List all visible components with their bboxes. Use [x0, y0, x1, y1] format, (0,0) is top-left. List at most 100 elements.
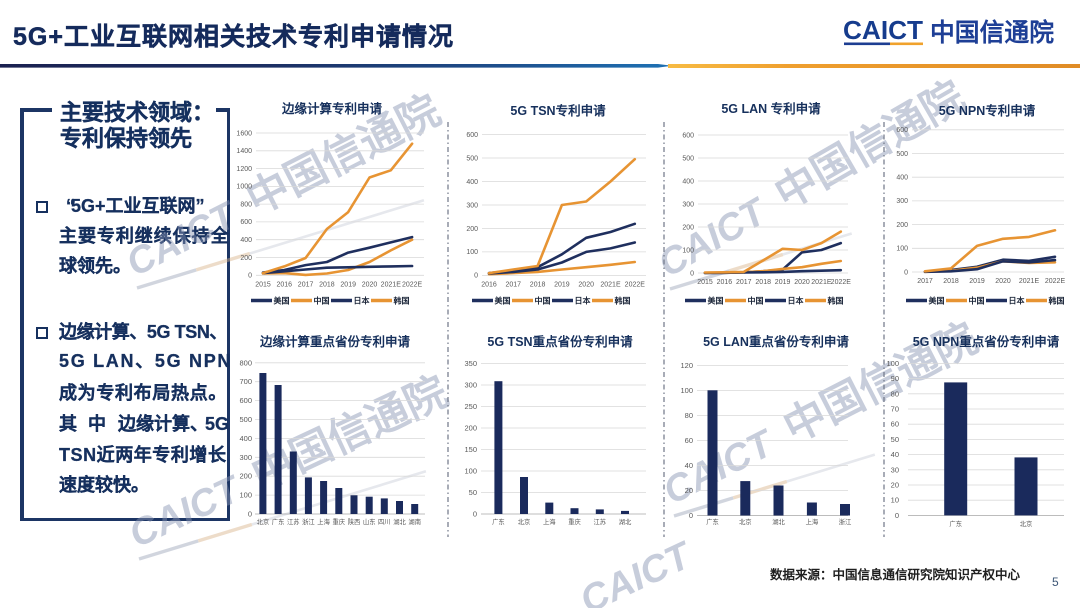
svg-text:500: 500 — [466, 155, 478, 162]
svg-text:120: 120 — [680, 361, 693, 370]
svg-text:湖南: 湖南 — [408, 517, 421, 526]
svg-text:1600: 1600 — [236, 130, 252, 137]
svg-text:0: 0 — [473, 510, 477, 519]
svg-text:100: 100 — [466, 249, 478, 256]
svg-text:韩国: 韩国 — [615, 296, 631, 306]
svg-text:200: 200 — [240, 255, 252, 262]
svg-text:800: 800 — [240, 201, 252, 208]
svg-text:边缘计算专利申请: 边缘计算专利申请 — [281, 101, 383, 116]
svg-text:2017: 2017 — [917, 278, 933, 285]
svg-text:2022E: 2022E — [831, 279, 852, 286]
svg-text:2018: 2018 — [530, 281, 546, 288]
svg-text:500: 500 — [239, 415, 252, 424]
svg-text:2018: 2018 — [319, 281, 335, 288]
svg-text:60: 60 — [685, 436, 693, 445]
svg-text:美国: 美国 — [708, 296, 724, 306]
svg-text:5G LAN重点省份专利申请: 5G LAN重点省份专利申请 — [703, 334, 849, 349]
svg-text:0: 0 — [248, 510, 252, 519]
svg-text:40: 40 — [685, 461, 693, 470]
svg-text:200: 200 — [896, 222, 908, 229]
svg-text:5G NPN专利申请: 5G NPN专利申请 — [939, 103, 1036, 118]
svg-text:600: 600 — [682, 132, 694, 139]
svg-text:湖北: 湖北 — [393, 517, 406, 526]
svg-text:400: 400 — [240, 237, 252, 244]
svg-text:2016: 2016 — [481, 281, 497, 288]
svg-text:2019: 2019 — [775, 279, 791, 286]
svg-text:2019: 2019 — [969, 278, 985, 285]
svg-text:重庆: 重庆 — [568, 517, 581, 526]
svg-text:陕西: 陕西 — [348, 517, 361, 526]
svg-text:2018: 2018 — [943, 278, 959, 285]
svg-text:四川: 四川 — [378, 518, 391, 526]
svg-text:300: 300 — [464, 381, 477, 390]
svg-text:500: 500 — [896, 151, 908, 158]
svg-text:湖北: 湖北 — [772, 517, 785, 526]
svg-text:广东: 广东 — [949, 519, 962, 528]
svg-text:北京: 北京 — [518, 517, 531, 526]
svg-text:300: 300 — [239, 453, 252, 462]
svg-text:2021E: 2021E — [600, 281, 621, 288]
svg-text:2022E: 2022E — [402, 281, 423, 288]
svg-text:CAICT: CAICT — [120, 194, 245, 285]
svg-text:中国: 中国 — [314, 296, 330, 306]
svg-text:90: 90 — [891, 374, 899, 383]
svg-text:2021E: 2021E — [1019, 278, 1040, 285]
svg-text:美国: 美国 — [274, 296, 290, 306]
svg-text:2021E: 2021E — [381, 281, 402, 288]
svg-text:5G NPN重点省份专利申请: 5G NPN重点省份专利申请 — [913, 334, 1060, 349]
svg-text:江苏: 江苏 — [594, 517, 607, 526]
svg-text:2015: 2015 — [255, 281, 271, 288]
svg-text:200: 200 — [464, 424, 477, 433]
svg-text:100: 100 — [464, 467, 477, 476]
svg-text:韩国: 韩国 — [828, 296, 844, 306]
svg-text:CAICT: CAICT — [843, 15, 923, 45]
svg-text:5G TSN重点省份专利申请: 5G TSN重点省份专利申请 — [487, 334, 633, 349]
svg-text:200: 200 — [466, 226, 478, 233]
svg-text:200: 200 — [239, 472, 252, 481]
svg-text:日本: 日本 — [354, 296, 370, 306]
svg-text:中国信通院: 中国信通院 — [930, 18, 1054, 47]
svg-text:山东: 山东 — [363, 517, 376, 526]
svg-text:2017: 2017 — [736, 279, 752, 286]
svg-text:700: 700 — [239, 377, 252, 386]
svg-text:0: 0 — [248, 273, 252, 280]
svg-text:2017: 2017 — [506, 281, 522, 288]
svg-text:250: 250 — [464, 402, 477, 411]
svg-text:50: 50 — [891, 435, 899, 444]
svg-text:800: 800 — [239, 358, 252, 367]
svg-text:边缘计算重点省份专利申请: 边缘计算重点省份专利申请 — [259, 334, 411, 349]
svg-text:美国: 美国 — [929, 296, 945, 306]
svg-text:600: 600 — [896, 127, 908, 134]
svg-text:2020: 2020 — [794, 279, 810, 286]
svg-text:上海: 上海 — [317, 517, 330, 526]
svg-text:400: 400 — [682, 178, 694, 185]
svg-text:2016: 2016 — [277, 281, 293, 288]
svg-text:2020: 2020 — [995, 278, 1011, 285]
svg-text:广东: 广东 — [272, 517, 285, 526]
svg-text:韩国: 韩国 — [1049, 296, 1065, 306]
svg-text:600: 600 — [240, 219, 252, 226]
svg-text:0: 0 — [474, 273, 478, 280]
svg-text:0: 0 — [904, 269, 908, 276]
svg-text:北京: 北京 — [1020, 519, 1033, 528]
svg-text:80: 80 — [891, 389, 899, 398]
svg-text:1400: 1400 — [236, 148, 252, 155]
svg-text:100: 100 — [886, 359, 899, 368]
svg-text:60: 60 — [891, 420, 899, 429]
svg-text:CAICT: CAICT — [574, 534, 699, 608]
svg-text:广东: 广东 — [492, 517, 505, 526]
svg-text:2021E: 2021E — [811, 279, 832, 286]
svg-text:2020: 2020 — [578, 281, 594, 288]
svg-text:浙江: 浙江 — [839, 517, 852, 526]
svg-text:2022E: 2022E — [625, 281, 646, 288]
svg-text:1200: 1200 — [236, 166, 252, 173]
svg-text:浙江: 浙江 — [302, 517, 315, 526]
svg-text:上海: 上海 — [806, 517, 819, 526]
svg-text:日本: 日本 — [788, 296, 804, 306]
svg-text:CAICT: CAICT — [657, 422, 782, 513]
svg-text:北京: 北京 — [257, 517, 270, 526]
svg-text:中国信通院: 中国信通院 — [767, 72, 972, 218]
svg-text:0: 0 — [689, 511, 693, 520]
svg-text:重庆: 重庆 — [333, 517, 346, 526]
svg-text:400: 400 — [896, 175, 908, 182]
